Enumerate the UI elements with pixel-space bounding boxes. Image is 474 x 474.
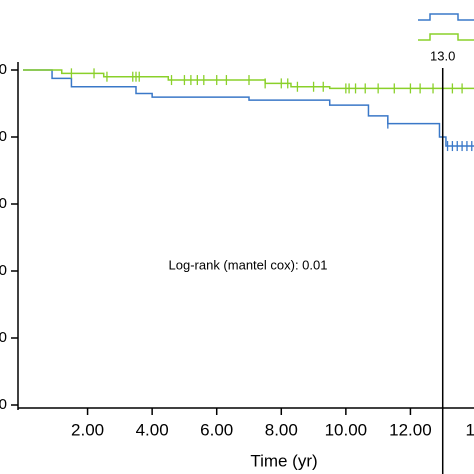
y-tick-label: 100 — [0, 61, 7, 78]
x-tick-label: 10.00 — [325, 420, 368, 439]
y-tick-label: 60 — [0, 195, 7, 212]
y-tick-label: 80 — [0, 128, 7, 145]
reference-label: 13.0 — [430, 48, 455, 63]
annotation: Log-rank (mantel cox): 0.01 — [169, 257, 328, 272]
x-tick-label: 8.00 — [265, 420, 298, 439]
y-tick-label: 0 — [0, 396, 7, 413]
x-tick-label: 2.00 — [71, 420, 104, 439]
y-tick-label: 40 — [0, 262, 7, 279]
x-tick-label: 14 — [466, 420, 474, 439]
legend-swatch — [418, 13, 474, 21]
x-tick-label: 4.00 — [136, 420, 169, 439]
x-axis-label: Time (yr) — [250, 451, 317, 470]
legend-swatch — [418, 33, 474, 41]
x-tick-label: 6.00 — [200, 420, 233, 439]
y-tick-label: 20 — [0, 329, 7, 346]
x-tick-label: 12.00 — [389, 420, 432, 439]
survival-curve — [23, 69, 474, 147]
